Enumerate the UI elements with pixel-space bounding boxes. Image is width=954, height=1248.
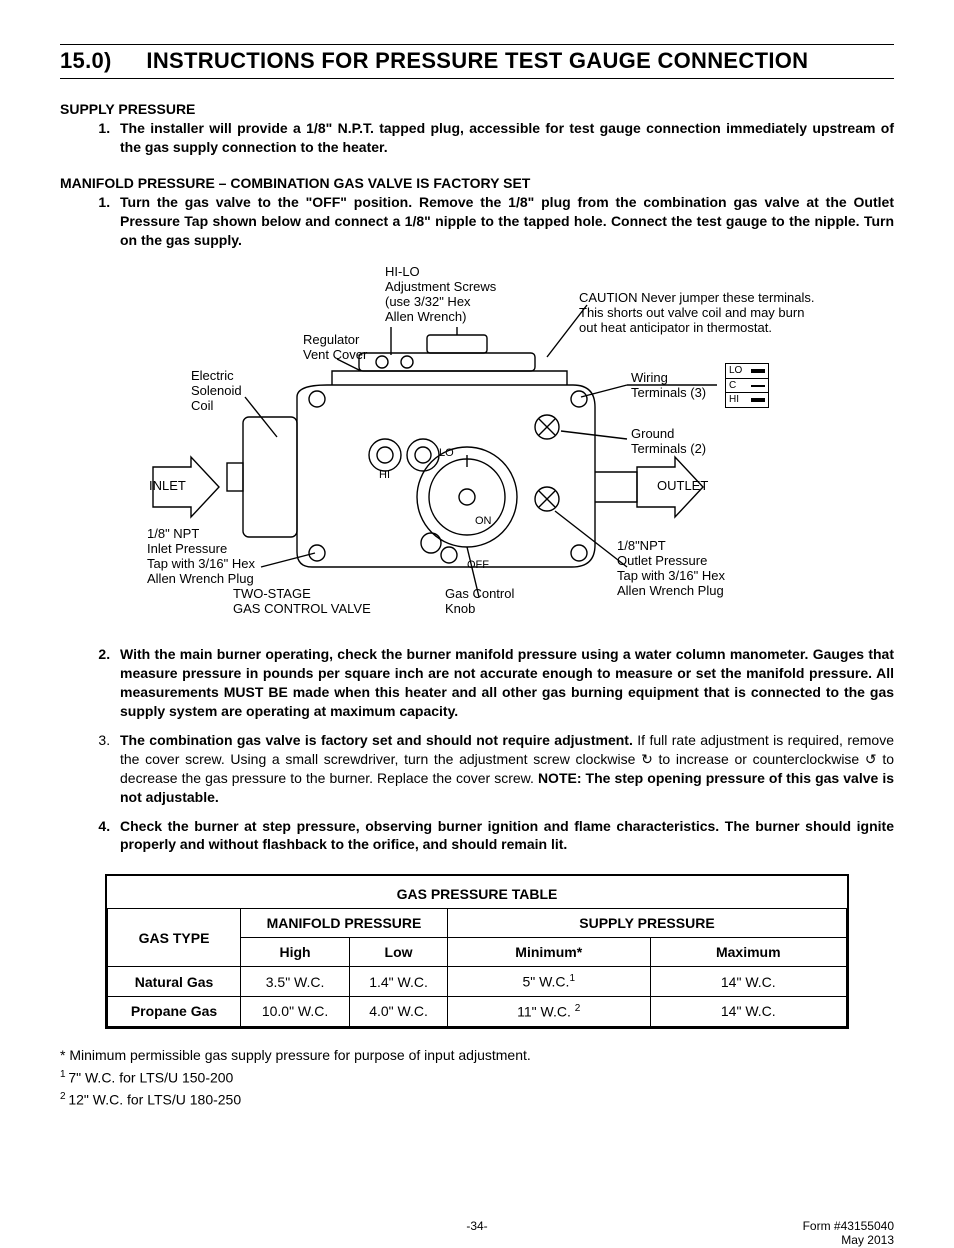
manifold-list-2: With the main burner operating, check th… bbox=[60, 645, 894, 854]
label-knob: Gas Control Knob bbox=[445, 587, 514, 617]
row0-max: 14" W.C. bbox=[650, 967, 846, 997]
manifold-item-1c: shown below and connect a 1/8" nipple to… bbox=[120, 213, 894, 248]
table-title: GAS PRESSURE TABLE bbox=[108, 876, 847, 909]
row0-type: Natural Gas bbox=[108, 967, 241, 997]
footnote-2: 2 12" W.C. for LTS/U 180-250 bbox=[60, 1091, 894, 1108]
manifold-item-2: With the main burner operating, check th… bbox=[114, 645, 894, 721]
form-number: Form #43155040 bbox=[803, 1219, 894, 1233]
manifold-item-4: Check the burner at step pressure, obser… bbox=[114, 817, 894, 855]
label-inlet-tap: 1/8" NPT Inlet Pressure Tap with 3/16" H… bbox=[147, 527, 255, 587]
label-hilo: HI-LO Adjustment Screws (use 3/32" Hex A… bbox=[385, 265, 496, 325]
table-row: Natural Gas 3.5" W.C. 1.4" W.C. 5" W.C.1… bbox=[108, 967, 847, 997]
manifold-list-1: Turn the gas valve to the "OFF" position… bbox=[60, 193, 894, 250]
page-number: -34- bbox=[60, 1219, 894, 1233]
tiny-on: ON bbox=[475, 515, 492, 528]
tiny-lo: LO bbox=[439, 447, 454, 460]
section-number: 15.0) bbox=[60, 48, 140, 74]
label-inlet: INLET bbox=[149, 479, 186, 494]
form-date: May 2013 bbox=[803, 1233, 894, 1247]
tiny-hi: HI bbox=[379, 469, 390, 482]
col-supply: SUPPLY PRESSURE bbox=[447, 909, 846, 938]
label-ground: Ground Terminals (2) bbox=[631, 427, 706, 457]
label-valve-name: TWO-STAGE GAS CONTROL VALVE bbox=[233, 587, 371, 617]
term-c: C bbox=[729, 380, 736, 392]
row0-min: 5" W.C.1 bbox=[447, 967, 650, 997]
footnote-star: * Minimum permissible gas supply pressur… bbox=[60, 1047, 894, 1063]
row1-min: 11" W.C. 2 bbox=[447, 997, 650, 1027]
supply-pressure-list: The installer will provide a 1/8" N.P.T.… bbox=[60, 119, 894, 157]
label-outlet-tap: 1/8"NPT Outlet Pressure Tap with 3/16" H… bbox=[617, 539, 725, 599]
section-title: 15.0) INSTRUCTIONS FOR PRESSURE TEST GAU… bbox=[60, 48, 894, 74]
section-title-text: INSTRUCTIONS FOR PRESSURE TEST GAUGE CON… bbox=[146, 48, 808, 73]
label-regulator: Regulator Vent Cover bbox=[303, 333, 367, 363]
col-manifold: MANIFOLD PRESSURE bbox=[241, 909, 448, 938]
tiny-off: OFF bbox=[467, 559, 489, 572]
terminal-box: LO C HI bbox=[725, 363, 769, 408]
row1-low: 4.0" W.C. bbox=[350, 997, 448, 1027]
row0-high: 3.5" W.C. bbox=[241, 967, 350, 997]
col-gastype: GAS TYPE bbox=[108, 909, 241, 967]
label-caution: CAUTION Never jumper these terminals. Th… bbox=[579, 291, 819, 336]
footnotes: * Minimum permissible gas supply pressur… bbox=[60, 1047, 894, 1108]
col-high: High bbox=[241, 938, 350, 967]
gas-pressure-table: GAS PRESSURE TABLE GAS TYPE MANIFOLD PRE… bbox=[105, 874, 849, 1028]
manifold-heading: MANIFOLD PRESSURE – COMBINATION GAS VALV… bbox=[60, 175, 894, 191]
term-hi: HI bbox=[729, 394, 739, 406]
row1-type: Propane Gas bbox=[108, 997, 241, 1027]
gas-valve-diagram: HI-LO Adjustment Screws (use 3/32" Hex A… bbox=[127, 267, 827, 627]
footnote-1: 1 7" W.C. for LTS/U 150-200 bbox=[60, 1069, 894, 1086]
row1-max: 14" W.C. bbox=[650, 997, 846, 1027]
label-solenoid: Electric Solenoid Coil bbox=[191, 369, 242, 414]
col-min: Minimum* bbox=[447, 938, 650, 967]
supply-pressure-heading: SUPPLY PRESSURE bbox=[60, 101, 894, 117]
section-header: 15.0) INSTRUCTIONS FOR PRESSURE TEST GAU… bbox=[60, 44, 894, 79]
m3a: The combination gas valve is factory set… bbox=[120, 732, 633, 748]
table-row: Propane Gas 10.0" W.C. 4.0" W.C. 11" W.C… bbox=[108, 997, 847, 1027]
label-wiring: Wiring Terminals (3) bbox=[631, 371, 706, 401]
col-low: Low bbox=[350, 938, 448, 967]
manifold-item-1a: Turn the gas valve to the "OFF" position… bbox=[120, 194, 854, 210]
manifold-item-3: The combination gas valve is factory set… bbox=[114, 731, 894, 807]
col-max: Maximum bbox=[650, 938, 846, 967]
supply-item-1: The installer will provide a 1/8" N.P.T.… bbox=[114, 119, 894, 157]
row0-low: 1.4" W.C. bbox=[350, 967, 448, 997]
term-lo: LO bbox=[729, 365, 742, 377]
row1-high: 10.0" W.C. bbox=[241, 997, 350, 1027]
manifold-item-1: Turn the gas valve to the "OFF" position… bbox=[114, 193, 894, 250]
m2b: MUST BE bbox=[224, 684, 288, 700]
label-outlet: OUTLET bbox=[657, 479, 708, 494]
